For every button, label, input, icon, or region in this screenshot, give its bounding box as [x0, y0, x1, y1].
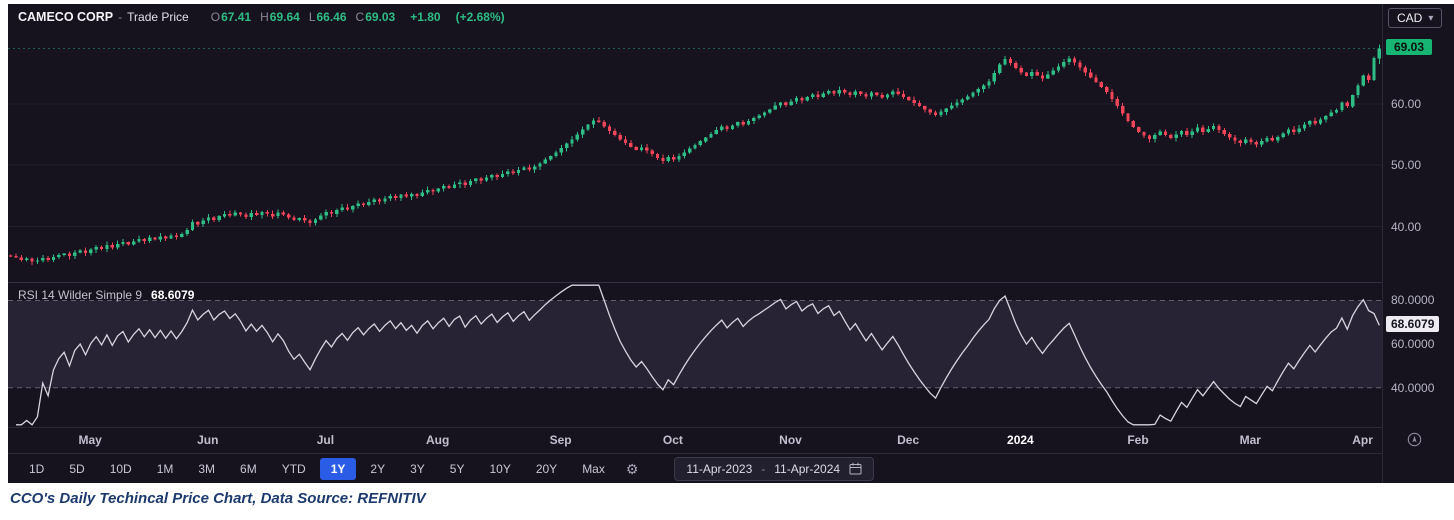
range-button-6m[interactable]: 6M [229, 458, 268, 480]
chart-header: CAMECO CORP - Trade Price O 67.41 H 69.6… [8, 4, 1374, 30]
time-axis-label-nov: Nov [779, 433, 802, 447]
open-value: 67.41 [221, 10, 252, 24]
title-separator: - [118, 10, 123, 24]
chevron-down-icon: ▾ [1428, 12, 1434, 24]
currency-label: CAD [1397, 11, 1423, 25]
range-button-5y[interactable]: 5Y [439, 458, 476, 480]
rsi-axis-label: 40.0000 [1391, 380, 1435, 395]
price-pane[interactable] [8, 30, 1382, 282]
range-button-1d[interactable]: 1D [18, 458, 55, 480]
rsi-chart-canvas[interactable] [8, 283, 1382, 427]
time-axis[interactable]: May Jun Jul Aug Sep Oct Nov Dec 2024 Feb Mar Apr [8, 427, 1382, 453]
time-axis-label-feb: Feb [1127, 433, 1149, 447]
range-button-1m[interactable]: 1M [146, 458, 185, 480]
ohlc-readout: O 67.41 H 69.64 L 66.46 C 69.03 [202, 10, 396, 24]
price-chart-canvas[interactable] [8, 30, 1382, 282]
rsi-pane[interactable] [8, 283, 1382, 427]
time-axis-label-mar: Mar [1239, 433, 1261, 447]
time-axis-label-aug: Aug [425, 433, 450, 447]
rsi-indicator-value: 68.6079 [151, 288, 195, 302]
time-axis-label-oct: Oct [662, 433, 683, 447]
time-axis-label-2024: 2024 [1007, 433, 1034, 447]
high-label: H [260, 10, 269, 24]
range-button-3y[interactable]: 3Y [399, 458, 436, 480]
figure-caption: CCO's Daily Techincal Price Chart, Data … [10, 490, 426, 507]
calendar-icon[interactable] [849, 462, 862, 475]
rsi-value-badge: 68.6079 [1386, 316, 1440, 333]
time-axis-label-jul: Jul [316, 433, 335, 447]
rsi-axis-label: 60.0000 [1391, 337, 1435, 352]
instrument-name: CAMECO CORP [18, 10, 114, 24]
range-button-3m[interactable]: 3M [187, 458, 226, 480]
time-axis-label-may: May [78, 433, 102, 447]
range-button-1y[interactable]: 1Y [319, 457, 357, 480]
price-axis-label: 60.00 [1391, 96, 1422, 111]
range-button-5d[interactable]: 5D [58, 458, 95, 480]
series-name: Trade Price [127, 10, 189, 24]
net-change: +1.80 [410, 10, 441, 24]
price-axis-label: 40.00 [1391, 219, 1422, 234]
time-axis-label-sep: Sep [549, 433, 572, 447]
open-label: O [210, 10, 221, 24]
rsi-axis-label: 80.0000 [1391, 293, 1435, 308]
time-axis-label-jun: Jun [197, 433, 219, 447]
rsi-indicator-legend[interactable]: RSI 14 Wilder Simple 9 68.6079 [18, 288, 194, 302]
compass-icon[interactable] [1407, 432, 1422, 450]
date-range-separator: - [761, 461, 766, 476]
rsi-indicator-label: RSI 14 Wilder Simple 9 [18, 288, 143, 302]
time-axis-label-dec: Dec [897, 433, 920, 447]
range-button-group: 1D 5D 10D 1M 3M 6M YTD 1Y 2Y 3Y 5Y 10Y 20Y Max [18, 457, 616, 480]
chart-settings-gear-icon[interactable]: ⚙ [619, 460, 646, 478]
last-price-badge: 69.03 [1386, 39, 1433, 56]
price-axis-label: 50.00 [1391, 158, 1422, 173]
currency-dropdown[interactable]: CAD ▾ [1388, 8, 1443, 28]
price-chart-widget: CAMECO CORP - Trade Price O 67.41 H 69.6… [8, 4, 1454, 483]
high-value: 69.64 [269, 10, 300, 24]
pane-divider [8, 282, 1454, 283]
date-to[interactable]: 11-Apr-2024 [774, 461, 841, 476]
range-button-10d[interactable]: 10D [99, 458, 143, 480]
percent-change: (+2.68%) [455, 10, 505, 24]
range-toolbar: 1D 5D 10D 1M 3M 6M YTD 1Y 2Y 3Y 5Y 10Y 20Y Max ⚙ 11-A… [8, 453, 1454, 483]
range-button-max[interactable]: Max [571, 458, 616, 480]
time-axis-label-apr: Apr [1352, 433, 1373, 447]
range-button-2y[interactable]: 2Y [359, 458, 396, 480]
close-label: C [355, 10, 365, 24]
date-from[interactable]: 11-Apr-2023 [686, 461, 753, 476]
price-axis-column[interactable]: CAD ▾ 69.03 68.6079 60.00 50.00 40.00 80.00… [1382, 4, 1454, 483]
range-button-20y[interactable]: 20Y [525, 458, 568, 480]
close-value: 69.03 [365, 10, 396, 24]
range-button-ytd[interactable]: YTD [271, 458, 317, 480]
low-value: 66.46 [316, 10, 347, 24]
range-button-10y[interactable]: 10Y [478, 458, 521, 480]
low-label: L [308, 10, 316, 24]
date-range-picker[interactable]: 11-Apr-2023 - 11-Apr-2024 [674, 456, 875, 481]
